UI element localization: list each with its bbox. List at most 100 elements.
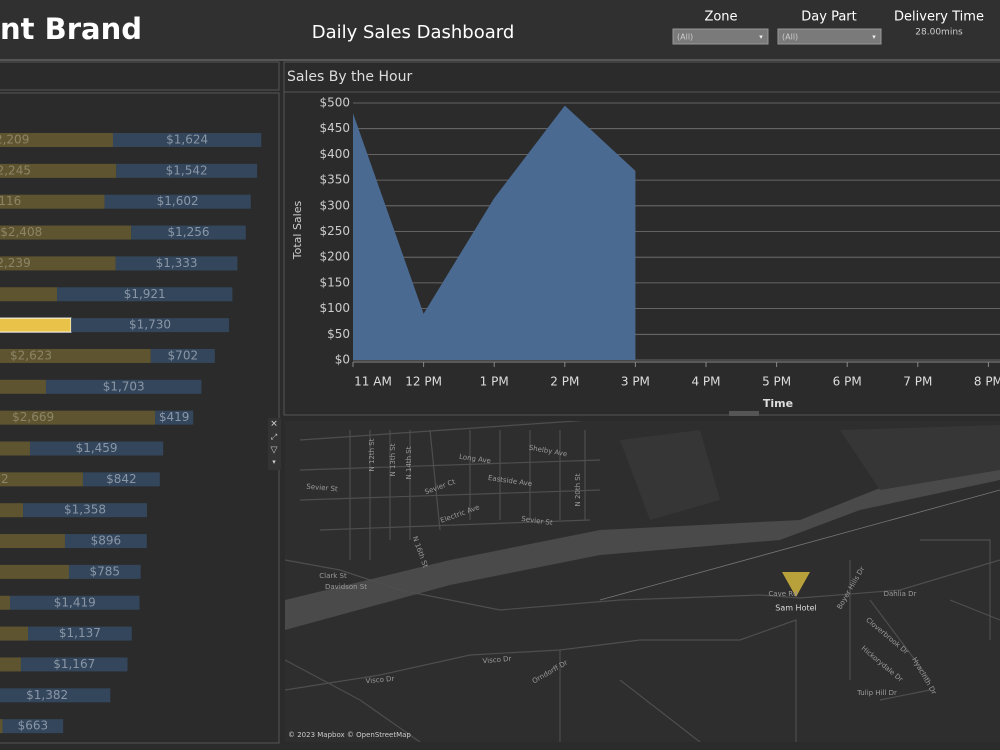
toolbar-icon[interactable]: ✕ xyxy=(270,420,278,430)
x-tick-label: 2 PM xyxy=(550,375,579,389)
x-axis-label: Time xyxy=(763,397,793,410)
bar-label: ,116 xyxy=(0,194,21,208)
filter-dropdown[interactable] xyxy=(672,28,769,45)
y-tick-label: $100 xyxy=(319,301,350,315)
y-axis-label: Total Sales xyxy=(291,201,304,261)
bar-segment xyxy=(20,657,128,672)
bar-label: $1,730 xyxy=(129,318,171,332)
bar-label: 2,209 xyxy=(0,133,29,147)
bar-segment xyxy=(29,441,164,456)
y-tick-label: $200 xyxy=(319,250,350,264)
bar-segment xyxy=(0,317,72,333)
bar-label: 2,239 xyxy=(0,256,31,270)
x-tick-label: 8 PM xyxy=(974,375,1000,389)
park xyxy=(620,425,1000,520)
toolbar-icon[interactable]: ⤢ xyxy=(270,433,277,442)
bar-label: $1,358 xyxy=(64,503,106,517)
y-tick-label: $300 xyxy=(319,198,350,212)
bar-segment xyxy=(0,379,46,394)
bar-label: $2,669 xyxy=(12,410,54,424)
bar-segment xyxy=(64,534,147,549)
bar-label: $1,624 xyxy=(166,133,208,147)
panel-frame xyxy=(283,61,1000,416)
bar-label: $2,408 xyxy=(0,225,42,239)
bar-segment xyxy=(0,194,105,209)
x-tick-label: 12 PM xyxy=(405,375,442,389)
street-label: N 12th St xyxy=(368,438,376,471)
bar-segment xyxy=(115,256,238,271)
x-tick-label: 1 PM xyxy=(480,375,509,389)
street-label: N 20th St xyxy=(574,473,582,506)
bar-label: $1,542 xyxy=(166,163,208,177)
bar-segment xyxy=(0,441,30,456)
area xyxy=(353,105,636,360)
filter-label: Day Part xyxy=(801,10,856,25)
bar-segment xyxy=(0,133,113,147)
y-tick-label: $450 xyxy=(319,121,350,135)
delivery-label: Delivery Time xyxy=(894,10,984,25)
bar-segment xyxy=(68,564,141,579)
bar-segment xyxy=(0,256,116,271)
x-tick-label: 3 PM xyxy=(621,375,650,389)
x-tick-label: 4 PM xyxy=(691,375,720,389)
bar-segment xyxy=(0,225,132,240)
bar-segment xyxy=(0,163,117,178)
resize-handle[interactable] xyxy=(729,411,759,416)
bar-label: $1,459 xyxy=(76,441,118,455)
bar-label: 2,245 xyxy=(0,163,31,177)
bar-segment xyxy=(0,287,58,302)
bar-segment xyxy=(71,318,230,333)
map-toolbar: ✕ ⤢ ▽ ▾ xyxy=(268,418,281,470)
bar-segment xyxy=(154,410,194,425)
filter-value: (All) xyxy=(782,33,798,42)
bar-label: $1,137 xyxy=(59,626,101,640)
filter-dropdown[interactable] xyxy=(777,28,882,45)
street-label: N 14th St xyxy=(405,446,413,479)
bar-label: $1,419 xyxy=(54,595,96,609)
y-tick-label: $150 xyxy=(319,275,350,289)
bar-segment xyxy=(0,719,3,734)
bar-segment xyxy=(131,225,246,240)
chart-title: Sales By the Hour xyxy=(287,69,412,85)
toolbar-icon[interactable]: ▽ xyxy=(271,446,278,456)
marker-label: Sam Hotel xyxy=(775,604,817,613)
bar-segment xyxy=(0,503,24,518)
bar-label: $1,602 xyxy=(157,194,199,208)
bar-label: $785 xyxy=(90,564,121,578)
bar-label: $702 xyxy=(168,348,199,362)
dropdown-arrow: ▾ xyxy=(759,33,763,41)
bar-segment xyxy=(2,719,64,734)
highway xyxy=(599,489,1000,601)
dropdown-arrow: ▾ xyxy=(872,33,876,41)
bar-label: $1,921 xyxy=(124,287,166,301)
bar-segment xyxy=(150,348,215,363)
bar-segment xyxy=(112,133,262,147)
toolbar-icon[interactable]: ▾ xyxy=(272,458,276,466)
bar-label: $1,703 xyxy=(103,379,145,393)
street-label: Davidson St xyxy=(325,583,367,591)
bar-segment xyxy=(57,287,233,302)
street-label: Sevier St xyxy=(306,483,338,494)
map-marker[interactable] xyxy=(782,572,810,597)
y-tick-label: $50 xyxy=(327,327,350,341)
bar-label: $1,333 xyxy=(156,256,198,270)
bar-label: $896 xyxy=(91,534,122,548)
y-tick-label: $0 xyxy=(335,353,350,367)
bar-label: $1,256 xyxy=(167,225,209,239)
y-tick-label: $500 xyxy=(319,96,350,110)
y-tick-label: $250 xyxy=(319,224,350,238)
bar-segment xyxy=(82,472,160,487)
delivery-value: 28.00mins xyxy=(915,28,963,38)
bar-segment xyxy=(104,194,251,209)
roads xyxy=(285,421,1000,742)
brand: nt Brand xyxy=(0,12,142,46)
river xyxy=(285,445,1000,630)
toolbar-bg xyxy=(268,418,281,470)
street-label: Tulip Hill Dr xyxy=(856,689,897,697)
street-label: Clark St xyxy=(319,572,347,580)
bar-label: $842 xyxy=(106,472,137,486)
bar-segment xyxy=(0,626,28,641)
bar-label: $1,382 xyxy=(26,688,68,702)
